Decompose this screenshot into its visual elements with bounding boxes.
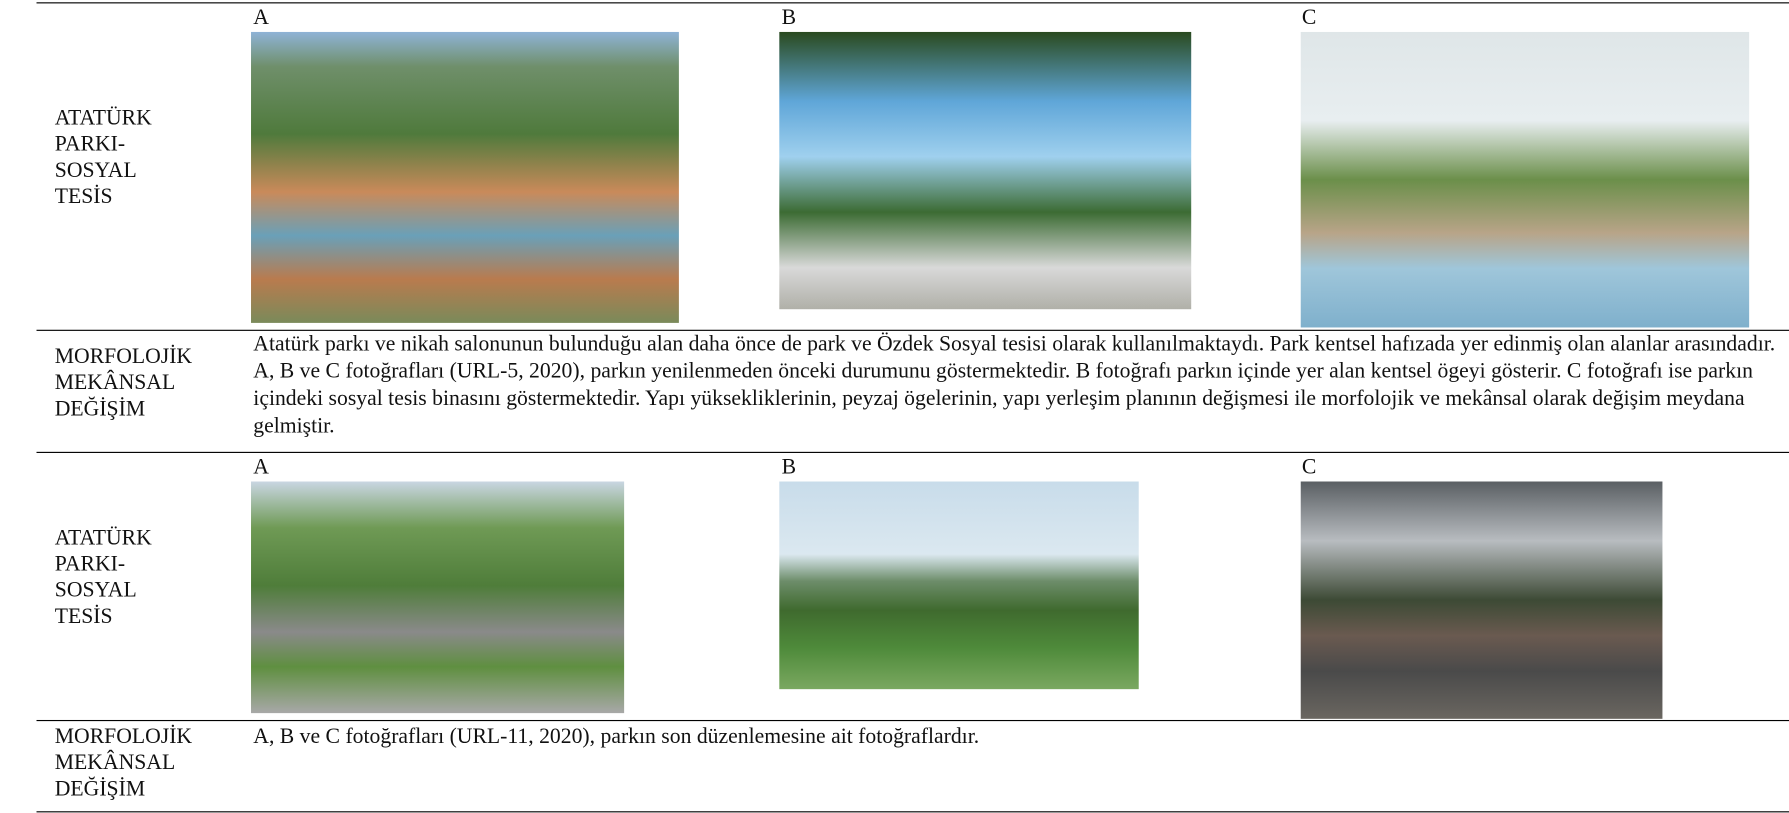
row-label: ATATÜRK PARKI- SOSYAL TESİS <box>55 525 152 630</box>
label-line: DEĞİŞİM <box>54 777 146 801</box>
photo-letter: B <box>781 455 797 480</box>
row-label: ATATÜRK PARKI- SOSYAL TESİS <box>55 105 152 210</box>
photo-letter: C <box>1301 5 1317 30</box>
label-line: PARKI- <box>54 552 126 577</box>
photo-letter: A <box>253 455 269 480</box>
photo <box>251 31 679 323</box>
photo <box>779 481 1139 690</box>
label-line: TESİS <box>54 184 113 209</box>
rule <box>36 811 1789 813</box>
label-line: PARKI- <box>54 132 126 157</box>
photo <box>1300 31 1750 328</box>
description: Atatürk parkı ve nikah salonunun bulundu… <box>253 332 1776 439</box>
label-line: ATATÜRK <box>54 106 152 131</box>
row-label: MORFOLOJİK MEKÂNSAL DEĞİŞİM <box>55 343 192 422</box>
label-line: MORFOLOJİK <box>54 724 193 749</box>
photo-letter: C <box>1301 455 1317 480</box>
photo <box>1300 481 1663 719</box>
label-line: TESİS <box>54 604 113 629</box>
photo <box>779 31 1192 310</box>
label-line: MEKÂNSAL <box>54 750 176 775</box>
photo <box>251 481 625 714</box>
photo-letter: A <box>253 5 269 30</box>
label-line: MORFOLOJİK <box>54 344 193 369</box>
rule <box>36 451 1789 453</box>
label-line: SOSYAL <box>54 158 137 183</box>
label-line: ATATÜRK <box>54 526 152 550</box>
label-line: DEĞİŞİM <box>54 397 146 422</box>
label-line: SOSYAL <box>54 578 137 603</box>
rule <box>36 2 1789 4</box>
rule <box>36 329 1789 331</box>
photo-letter: B <box>781 5 797 30</box>
label-line: MEKÂNSAL <box>54 370 176 395</box>
rule <box>36 719 1789 722</box>
row-label: MORFOLOJİK MEKÂNSAL DEĞİŞİM <box>55 723 192 802</box>
description: A, B ve C fotoğrafları (URL-11, 2020), p… <box>253 724 980 749</box>
